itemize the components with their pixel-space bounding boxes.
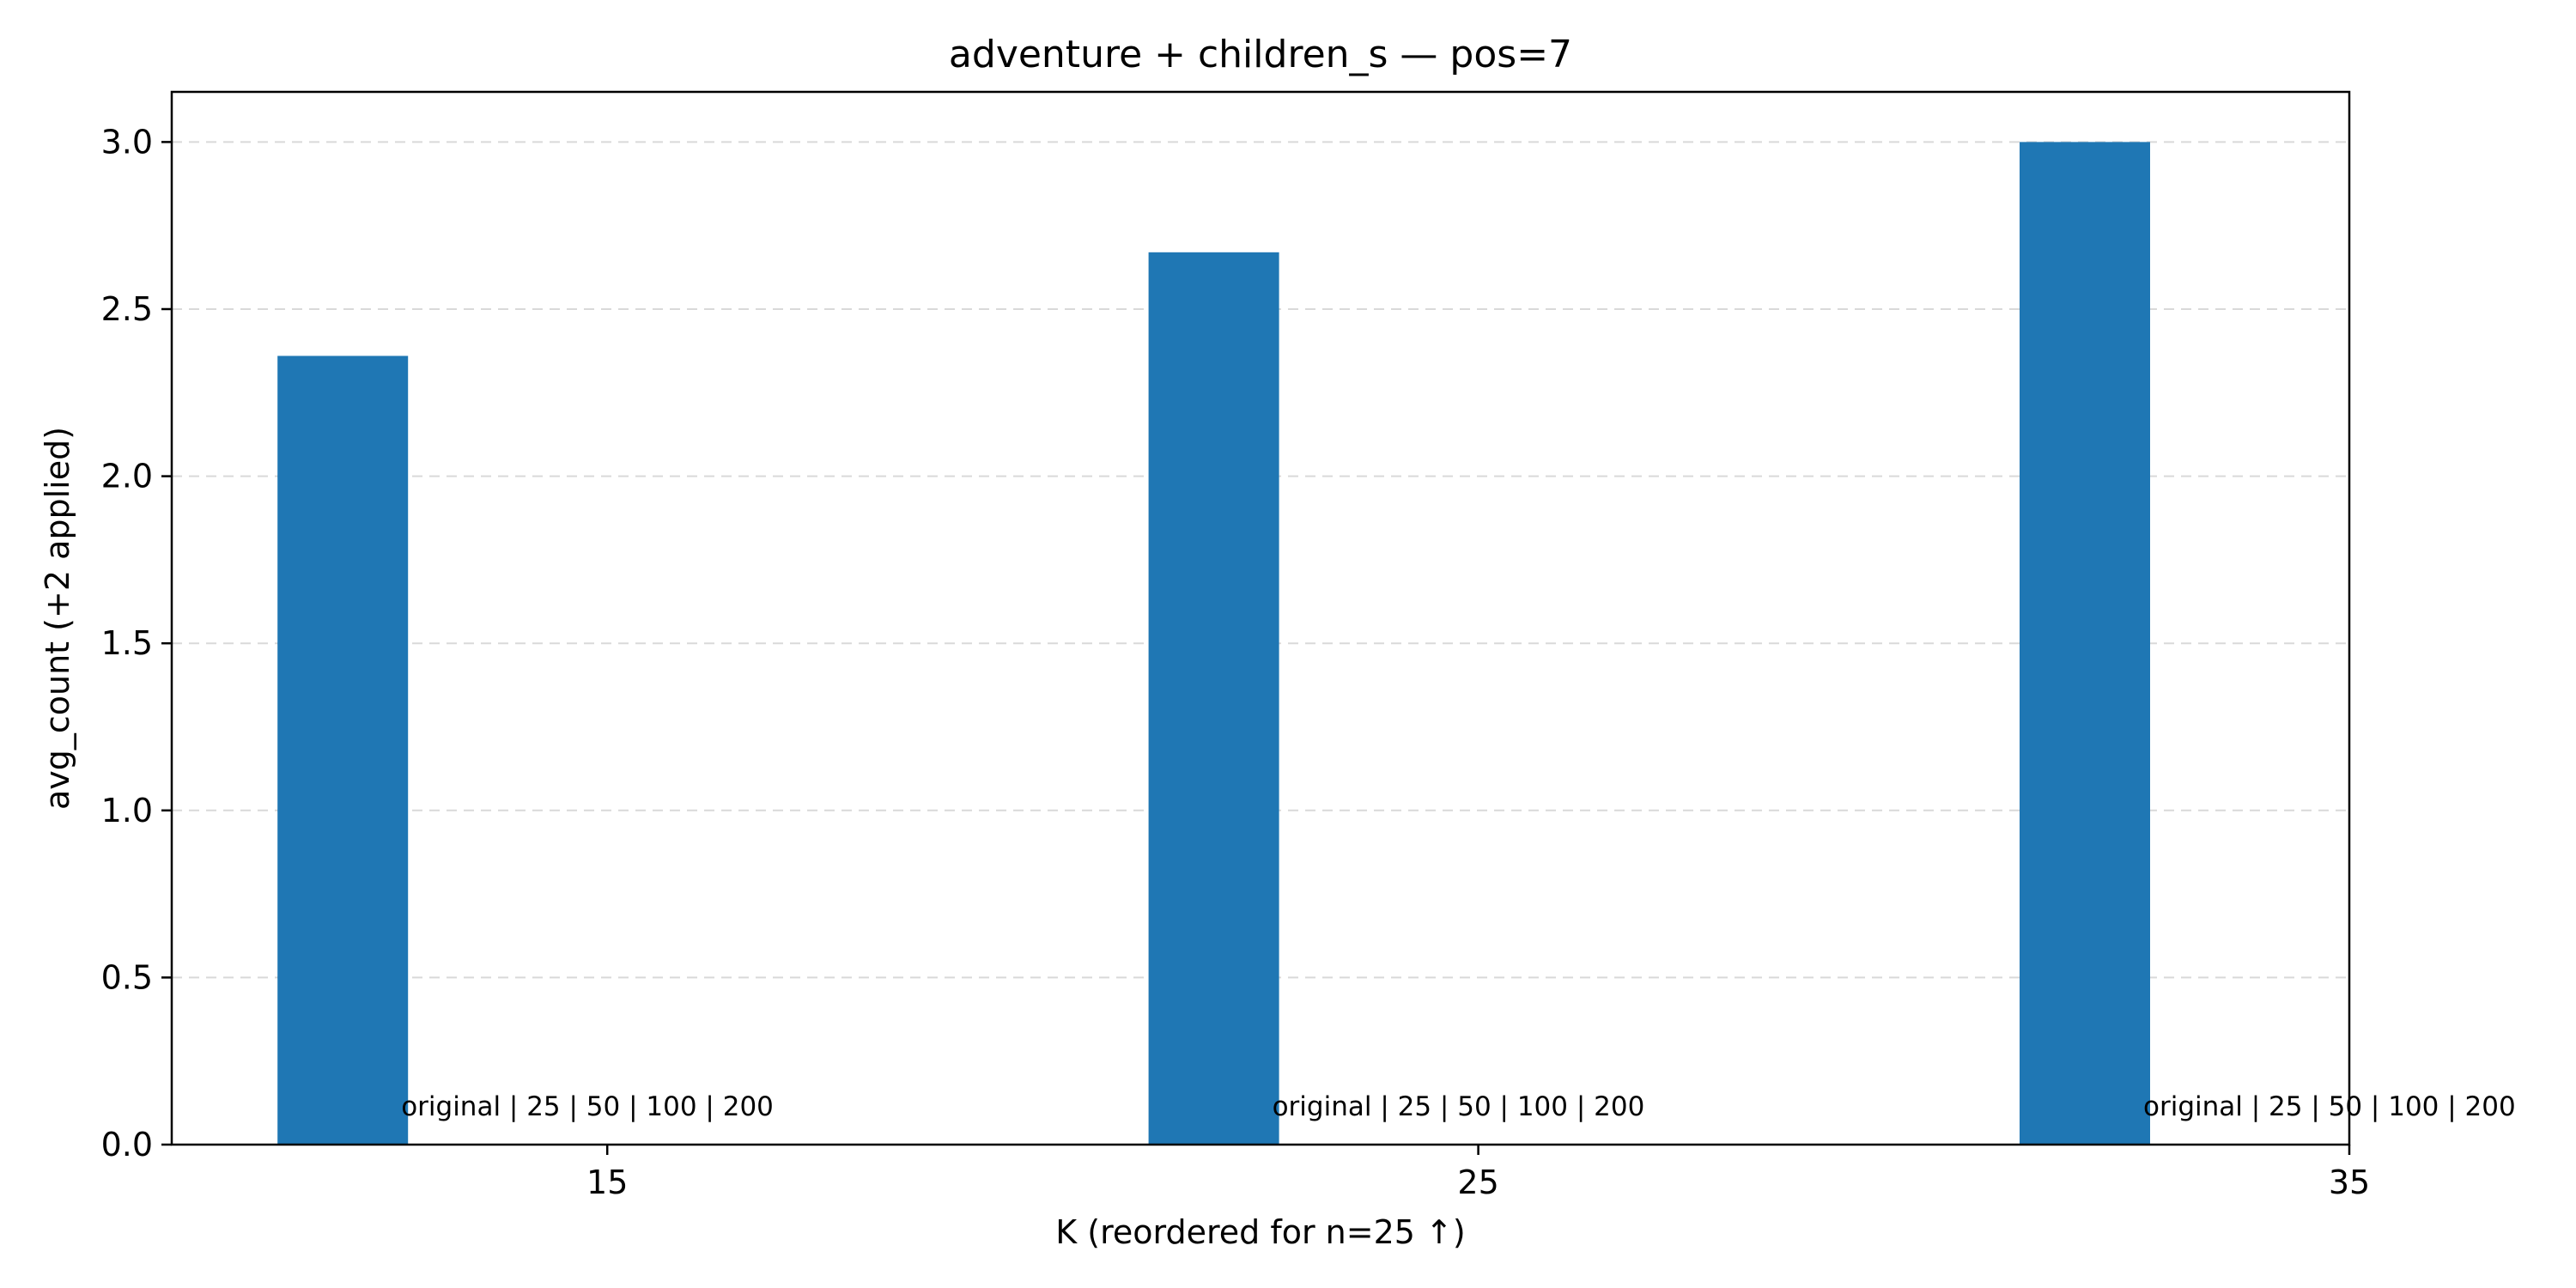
y-axis-label: avg_count (+2 applied) xyxy=(39,427,76,810)
bar xyxy=(277,355,409,1145)
chart-title: adventure + children_s — pos=7 xyxy=(949,33,1572,76)
bar-annotation: original | 25 | 50 | 100 | 200 xyxy=(401,1091,774,1122)
y-tick-label: 2.5 xyxy=(101,290,153,328)
x-axis-label: K (reordered for n=25 ↑) xyxy=(1055,1213,1465,1251)
y-tick-label: 3.0 xyxy=(101,123,153,161)
x-axis-ticks: 15 25 35 xyxy=(586,1145,2370,1201)
bar-annotations: original | 25 | 50 | 100 | 200 original |… xyxy=(401,1091,2516,1122)
y-axis-ticks: 0.0 0.5 1.0 1.5 2.0 2.5 3.0 xyxy=(101,123,172,1163)
bars xyxy=(277,142,2150,1145)
y-tick-label: 1.5 xyxy=(101,624,153,662)
y-tick-label: 1.0 xyxy=(101,792,153,829)
plot-frame xyxy=(170,90,2351,1146)
y-tick-label: 2.0 xyxy=(101,458,153,495)
y-tick-label: 0.0 xyxy=(101,1126,153,1163)
x-tick-label: 35 xyxy=(2329,1163,2370,1201)
bar-annotation: original | 25 | 50 | 100 | 200 xyxy=(2143,1091,2516,1122)
bar-annotation: original | 25 | 50 | 100 | 200 xyxy=(1273,1091,1645,1122)
x-tick-label: 25 xyxy=(1457,1163,1498,1201)
bar xyxy=(1148,252,1279,1145)
y-tick-label: 0.5 xyxy=(101,958,153,996)
bar xyxy=(2020,142,2150,1145)
x-tick-label: 15 xyxy=(586,1163,628,1201)
